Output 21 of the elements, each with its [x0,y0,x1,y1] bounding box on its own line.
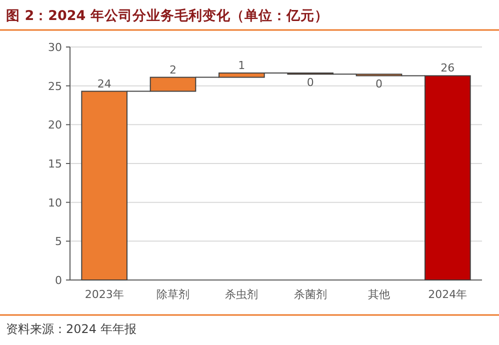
y-tick-label: 15 [48,158,62,170]
x-tick-label: 2024年 [428,288,468,301]
y-tick-label: 5 [55,235,62,248]
x-tick-label: 杀虫剂 [225,288,258,301]
y-tick-label: 30 [48,41,62,54]
data-label: 0 [376,78,382,91]
x-tick-label: 其他 [368,288,390,301]
y-tick-label: 25 [48,80,62,93]
data-label: 24 [97,77,112,90]
chart-title: 图 2：2024 年公司分业务毛利变化（单位：亿元） [6,7,328,24]
x-tick-label: 杀菌剂 [294,288,327,301]
data-label: 2 [170,63,176,76]
data-label: 0 [306,76,314,90]
y-tick-label: 0 [55,274,62,287]
y-tick-label: 10 [48,196,62,210]
data-label: 1 [238,59,246,72]
y-tick-label: 20 [48,118,62,132]
data-label: 26 [440,62,455,75]
x-tick-label: 除草剂 [156,288,190,301]
text: 资料来源：2024 年年报 [6,322,136,336]
x-tick-label: 2023年 [84,288,124,301]
